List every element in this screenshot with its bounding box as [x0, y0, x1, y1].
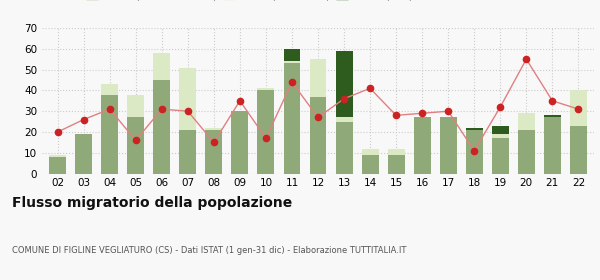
Bar [127, 117, 144, 174]
Bar [413, 117, 431, 174]
Bar [570, 90, 587, 126]
Text: Flusso migratorio della popolazione: Flusso migratorio della popolazione [12, 196, 292, 210]
Bar [179, 67, 196, 130]
Bar [154, 53, 170, 80]
Bar [284, 63, 301, 174]
Bar [127, 95, 144, 117]
Bar [284, 49, 301, 61]
Bar [544, 117, 561, 174]
Bar [440, 117, 457, 174]
Bar [466, 130, 482, 174]
Bar [362, 149, 379, 155]
Bar [518, 130, 535, 174]
Bar [154, 80, 170, 174]
Bar [49, 157, 66, 174]
Bar [49, 155, 66, 157]
Bar [257, 88, 274, 90]
Bar [232, 111, 248, 174]
Bar [310, 97, 326, 174]
Bar [570, 126, 587, 174]
Bar [466, 128, 482, 130]
Bar [310, 59, 326, 97]
Bar [335, 117, 353, 122]
Bar [544, 115, 561, 117]
Bar [518, 113, 535, 130]
Bar [335, 122, 353, 174]
Bar [492, 134, 509, 138]
Bar [205, 130, 223, 174]
Bar [492, 126, 509, 134]
Bar [388, 149, 404, 155]
Bar [362, 155, 379, 174]
Bar [257, 90, 274, 174]
Bar [101, 84, 118, 95]
Bar [284, 61, 301, 63]
Bar [75, 134, 92, 174]
Bar [179, 130, 196, 174]
Text: COMUNE DI FIGLINE VEGLIATURO (CS) - Dati ISTAT (1 gen-31 dic) - Elaborazione TUT: COMUNE DI FIGLINE VEGLIATURO (CS) - Dati… [12, 246, 406, 255]
Bar [492, 138, 509, 174]
Bar [101, 95, 118, 174]
Legend: Iscritti (da altri comuni), Iscritti (dall'estero), Iscritti (altri), Cancellati: Iscritti (da altri comuni), Iscritti (da… [82, 0, 554, 4]
Bar [388, 155, 404, 174]
Bar [335, 51, 353, 117]
Bar [205, 128, 223, 130]
